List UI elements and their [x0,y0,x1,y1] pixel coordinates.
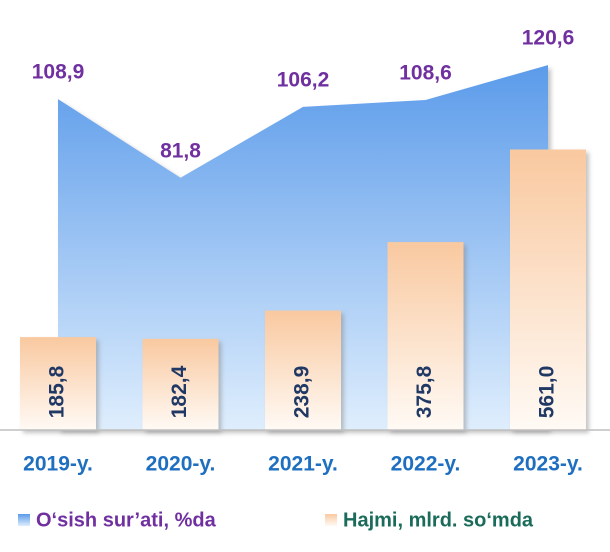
area-value-label: 81,8 [160,139,201,162]
bar [265,310,341,430]
bar [20,337,96,430]
x-tick-label: 2022-y. [391,453,461,476]
bar [387,242,464,430]
bar-value-label: 238,9 [291,366,314,419]
bar [510,149,586,430]
x-tick-label: 2019-y. [23,453,93,476]
legend-label: Hajmi, mlrd. so‘mda [343,509,534,531]
bar-value-label: 185,8 [46,365,69,418]
bar-value-label: 375,8 [413,365,436,418]
bar [142,338,219,430]
legend-label: O‘sish sur’ati, %da [36,509,217,531]
x-tick-label: 2023-y. [513,453,583,476]
legend-swatch [18,514,30,526]
area-value-label: 108,6 [399,61,452,84]
area-value-label: 108,9 [32,61,85,84]
legend-swatch [325,514,337,526]
x-tick-label: 2021-y. [268,453,338,476]
bar-value-label: 182,4 [168,365,191,418]
area-value-label: 106,2 [277,68,330,91]
area-value-label: 120,6 [522,27,575,50]
x-tick-label: 2020-y. [146,453,216,476]
bar-value-label: 561,0 [536,366,559,419]
